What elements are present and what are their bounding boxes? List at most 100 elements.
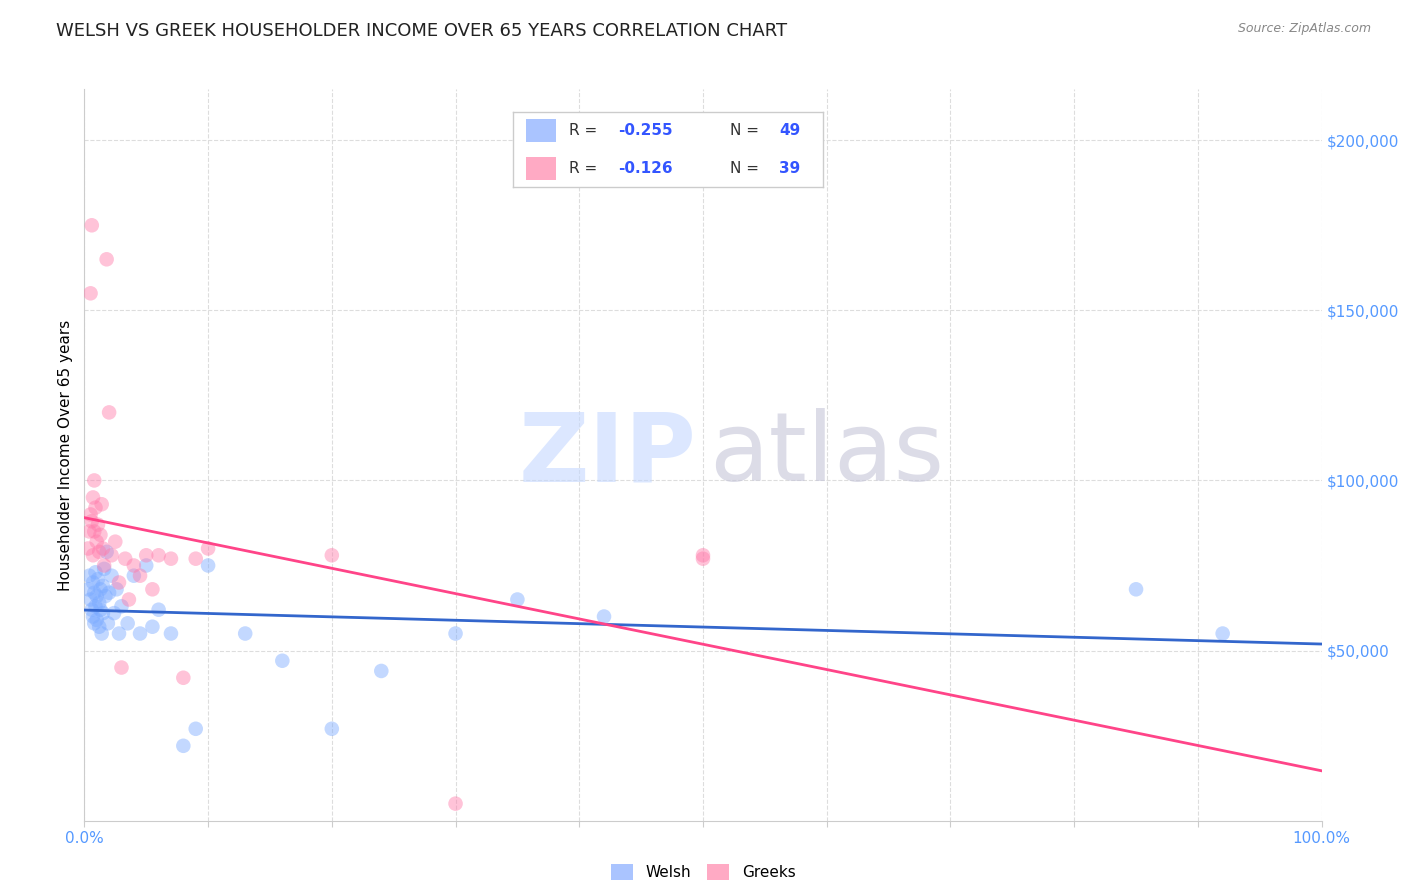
Point (80, 514, 103, 528)
Point (98, 585, 121, 599)
Point (141, 582, 163, 597)
Text: WELSH VS GREEK HOUSEHOLDER INCOME OVER 65 YEARS CORRELATION CHART: WELSH VS GREEK HOUSEHOLDER INCOME OVER 6… (56, 22, 787, 40)
FancyBboxPatch shape (526, 157, 557, 179)
Point (184, 551, 207, 566)
Point (84, 566, 107, 580)
Text: ZIP: ZIP (519, 409, 697, 501)
Point (110, 599, 132, 614)
Point (96, 545, 118, 559)
Point (172, 671, 194, 685)
Point (82, 549, 104, 563)
Point (321, 549, 343, 563)
Point (444, 626, 467, 640)
Point (83, 524, 105, 539)
Point (135, 558, 157, 573)
Point (1125, 582, 1147, 597)
Point (692, 551, 714, 566)
Point (148, 549, 170, 563)
Point (197, 541, 219, 556)
Point (593, 609, 616, 624)
Point (94, 589, 117, 603)
Text: R =: R = (569, 161, 602, 176)
Text: N =: N = (730, 123, 763, 138)
Text: -0.255: -0.255 (619, 123, 673, 138)
Point (82, 609, 104, 624)
Point (89, 620, 111, 634)
Point (80, 603, 103, 617)
Point (444, 797, 467, 811)
Point (104, 534, 127, 549)
Point (83, 585, 105, 599)
Point (129, 568, 152, 582)
Point (122, 558, 145, 573)
Point (97, 616, 120, 631)
Point (86, 589, 108, 603)
Text: -0.126: -0.126 (619, 161, 673, 176)
Point (82, 491, 104, 505)
Point (89, 545, 111, 559)
Point (89, 528, 111, 542)
Point (79, 508, 101, 522)
Point (90, 626, 112, 640)
Point (86, 613, 108, 627)
Y-axis label: Householder Income Over 65 years: Householder Income Over 65 years (58, 319, 73, 591)
Point (172, 739, 194, 753)
Point (141, 620, 163, 634)
Text: 49: 49 (779, 123, 800, 138)
Point (83, 616, 105, 631)
Point (692, 549, 714, 563)
Text: atlas: atlas (709, 409, 945, 501)
Point (103, 606, 125, 620)
Point (77, 582, 100, 597)
Point (184, 722, 207, 736)
Point (135, 549, 157, 563)
Point (89, 596, 111, 610)
Point (1212, 626, 1234, 640)
Point (93, 562, 115, 576)
Point (79, 286, 101, 301)
Point (197, 558, 219, 573)
Point (84, 500, 107, 515)
Text: Source: ZipAtlas.com: Source: ZipAtlas.com (1237, 22, 1371, 36)
Point (89, 582, 111, 597)
Point (79, 524, 101, 539)
Point (87, 517, 110, 532)
Point (91, 579, 114, 593)
Point (233, 626, 256, 640)
Point (79, 568, 101, 582)
Point (117, 616, 139, 631)
Point (148, 603, 170, 617)
Point (98, 405, 121, 419)
Point (100, 568, 122, 582)
Point (86, 534, 108, 549)
Point (77, 541, 100, 556)
Text: N =: N = (730, 161, 763, 176)
Legend: Welsh, Greeks: Welsh, Greeks (605, 858, 801, 886)
Point (321, 722, 343, 736)
Point (82, 575, 104, 590)
Point (79, 592, 101, 607)
Point (93, 558, 115, 573)
Point (110, 660, 132, 674)
Point (108, 575, 131, 590)
Point (129, 626, 152, 640)
Point (91, 606, 114, 620)
Text: R =: R = (569, 123, 602, 138)
Point (370, 664, 392, 678)
Point (87, 572, 110, 586)
Text: 39: 39 (779, 161, 800, 176)
Point (83, 474, 105, 488)
Point (84, 599, 107, 614)
Point (89, 603, 111, 617)
Point (506, 592, 529, 607)
FancyBboxPatch shape (526, 119, 557, 142)
Point (105, 582, 128, 597)
Point (118, 592, 141, 607)
Point (122, 568, 145, 582)
Point (96, 252, 118, 267)
Point (91, 541, 114, 556)
Point (108, 626, 131, 640)
Point (160, 626, 183, 640)
Point (100, 549, 122, 563)
Point (80, 219, 103, 233)
